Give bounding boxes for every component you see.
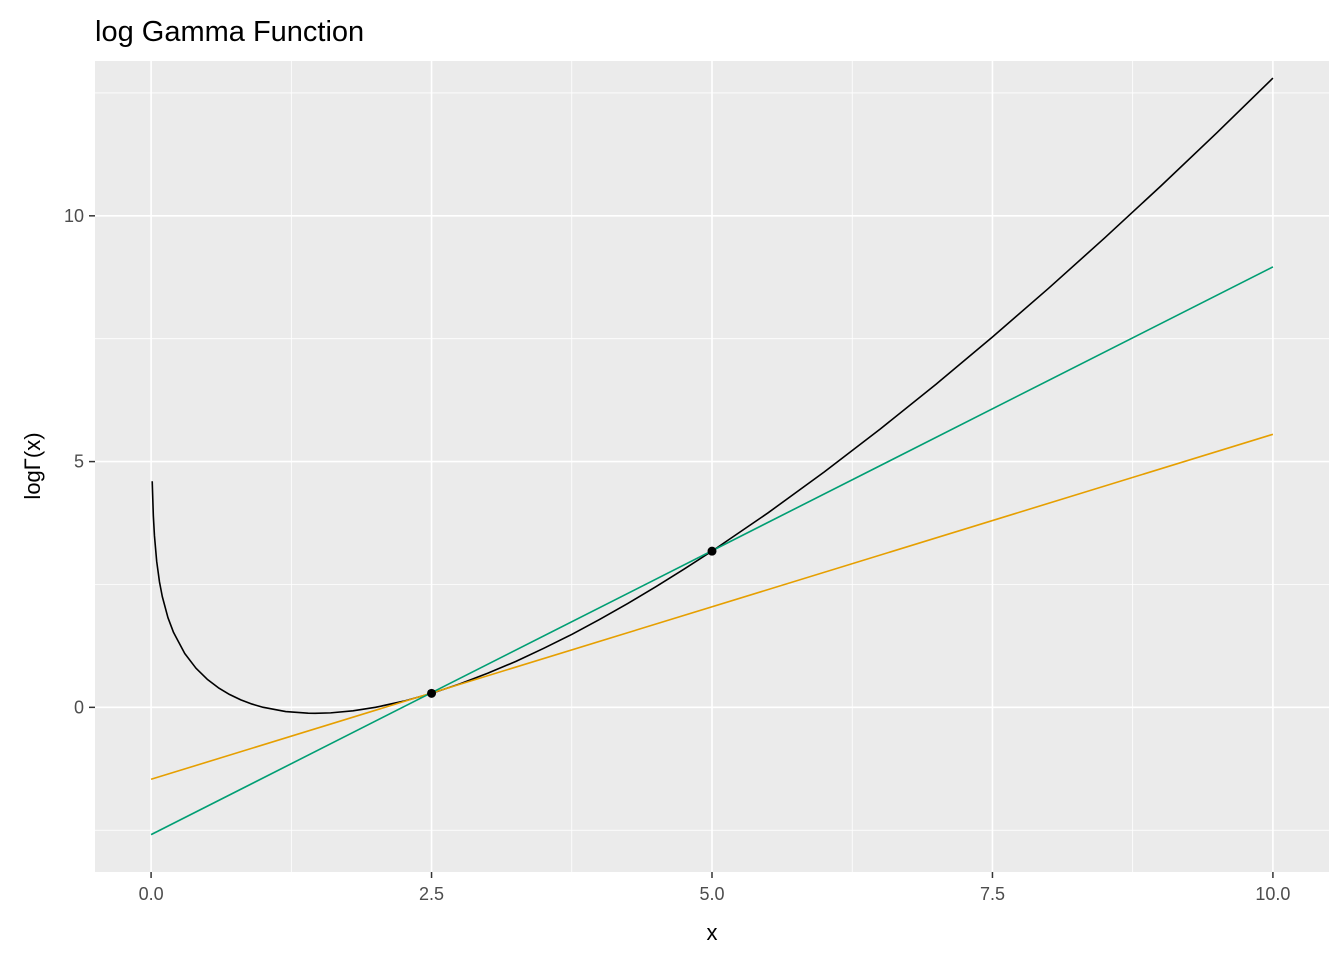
loggamma-curve-line bbox=[151, 77, 1274, 715]
data-point bbox=[427, 688, 437, 698]
y-tick-label: 0 bbox=[74, 697, 84, 717]
chart-title: log Gamma Function bbox=[95, 16, 364, 48]
x-axis: 0.0 2.5 5.0 7.5 10.0 bbox=[139, 872, 1290, 904]
y-axis: 0 5 10 bbox=[64, 206, 95, 717]
y-axis-title: logΓ(x) bbox=[20, 432, 45, 499]
x-axis-title: x bbox=[707, 920, 718, 945]
data-point bbox=[707, 546, 717, 556]
y-tick-label: 10 bbox=[64, 206, 84, 226]
x-tick-label: 0.0 bbox=[139, 884, 164, 904]
x-tick-label: 10.0 bbox=[1255, 884, 1290, 904]
y-tick-label: 5 bbox=[74, 452, 84, 472]
x-tick-label: 2.5 bbox=[419, 884, 444, 904]
x-tick-label: 5.0 bbox=[699, 884, 724, 904]
points-layer bbox=[427, 546, 717, 698]
major-gridlines bbox=[95, 61, 1329, 872]
x-tick-label: 7.5 bbox=[980, 884, 1005, 904]
tangent-line-orange-line bbox=[150, 433, 1274, 781]
